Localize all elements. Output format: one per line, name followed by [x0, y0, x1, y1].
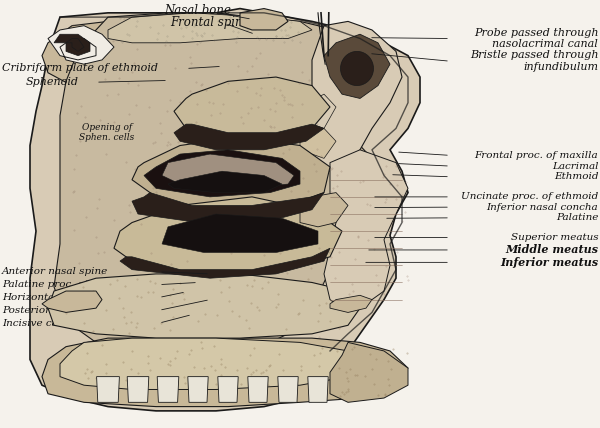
Text: Frontal spine: Frontal spine [170, 16, 250, 29]
Text: Superior
concha: Superior concha [244, 108, 290, 128]
Polygon shape [30, 9, 420, 411]
Polygon shape [97, 377, 119, 402]
Polygon shape [174, 77, 330, 137]
Text: Anterior nasal spine: Anterior nasal spine [2, 267, 108, 276]
Polygon shape [108, 13, 312, 43]
Polygon shape [48, 26, 114, 64]
Text: Inferior meatus: Inferior meatus [500, 257, 598, 268]
Polygon shape [42, 21, 144, 86]
Text: Lacrimal: Lacrimal [552, 161, 598, 171]
Polygon shape [157, 377, 179, 402]
Text: Frontal proc. of maxilla: Frontal proc. of maxilla [475, 151, 598, 160]
Polygon shape [330, 295, 372, 312]
Text: Palatine proc. of maxilla: Palatine proc. of maxilla [2, 280, 129, 289]
Polygon shape [114, 197, 342, 274]
Polygon shape [120, 248, 330, 278]
Polygon shape [132, 193, 324, 223]
Polygon shape [54, 34, 90, 56]
Polygon shape [168, 171, 282, 193]
Text: Nasal bone: Nasal bone [164, 4, 232, 17]
Polygon shape [144, 150, 300, 197]
Text: Middle meatus: Middle meatus [505, 244, 598, 256]
Text: Middle
concha: Middle concha [212, 159, 250, 179]
Text: Palatine: Palatine [556, 213, 598, 223]
Polygon shape [54, 13, 384, 360]
Polygon shape [300, 193, 348, 227]
Text: max.line: max.line [215, 234, 247, 241]
Polygon shape [308, 377, 328, 402]
Polygon shape [300, 21, 402, 171]
Polygon shape [330, 342, 408, 402]
Text: Probe passed through
nasolacrimal canal: Probe passed through nasolacrimal canal [474, 28, 598, 49]
Text: Ethmoid: Ethmoid [554, 172, 598, 181]
Polygon shape [324, 150, 408, 308]
Polygon shape [248, 377, 268, 402]
Text: Superior meatus: Superior meatus [511, 233, 598, 242]
Polygon shape [324, 34, 390, 98]
Polygon shape [132, 137, 330, 210]
Polygon shape [60, 338, 360, 389]
Polygon shape [240, 9, 288, 30]
Text: Posterior nasal spine: Posterior nasal spine [2, 306, 112, 315]
Polygon shape [174, 124, 324, 150]
Text: Sphenoid: Sphenoid [26, 77, 79, 87]
Polygon shape [162, 214, 318, 253]
Polygon shape [188, 377, 208, 402]
Polygon shape [48, 274, 360, 338]
Polygon shape [42, 338, 408, 407]
Text: Incisive canal: Incisive canal [2, 318, 74, 328]
Text: Uncinate proc. of ethmoid: Uncinate proc. of ethmoid [461, 192, 598, 202]
Polygon shape [278, 377, 298, 402]
Text: Inferior nasal concha: Inferior nasal concha [487, 202, 598, 212]
Text: Cribriform plate of ethmoid: Cribriform plate of ethmoid [2, 63, 158, 74]
Ellipse shape [341, 51, 373, 86]
Polygon shape [42, 291, 102, 312]
Polygon shape [300, 128, 336, 158]
Polygon shape [300, 94, 336, 128]
Text: Opening of
Sphen. cells: Opening of Sphen. cells [79, 123, 134, 143]
Text: Inferior
concha: Inferior concha [224, 206, 265, 226]
Polygon shape [162, 154, 294, 188]
Text: Horizontal part of palatine: Horizontal part of palatine [2, 293, 142, 302]
Text: Bristle passed through
infundibulum: Bristle passed through infundibulum [470, 51, 598, 72]
Polygon shape [218, 377, 238, 402]
Polygon shape [127, 377, 149, 402]
